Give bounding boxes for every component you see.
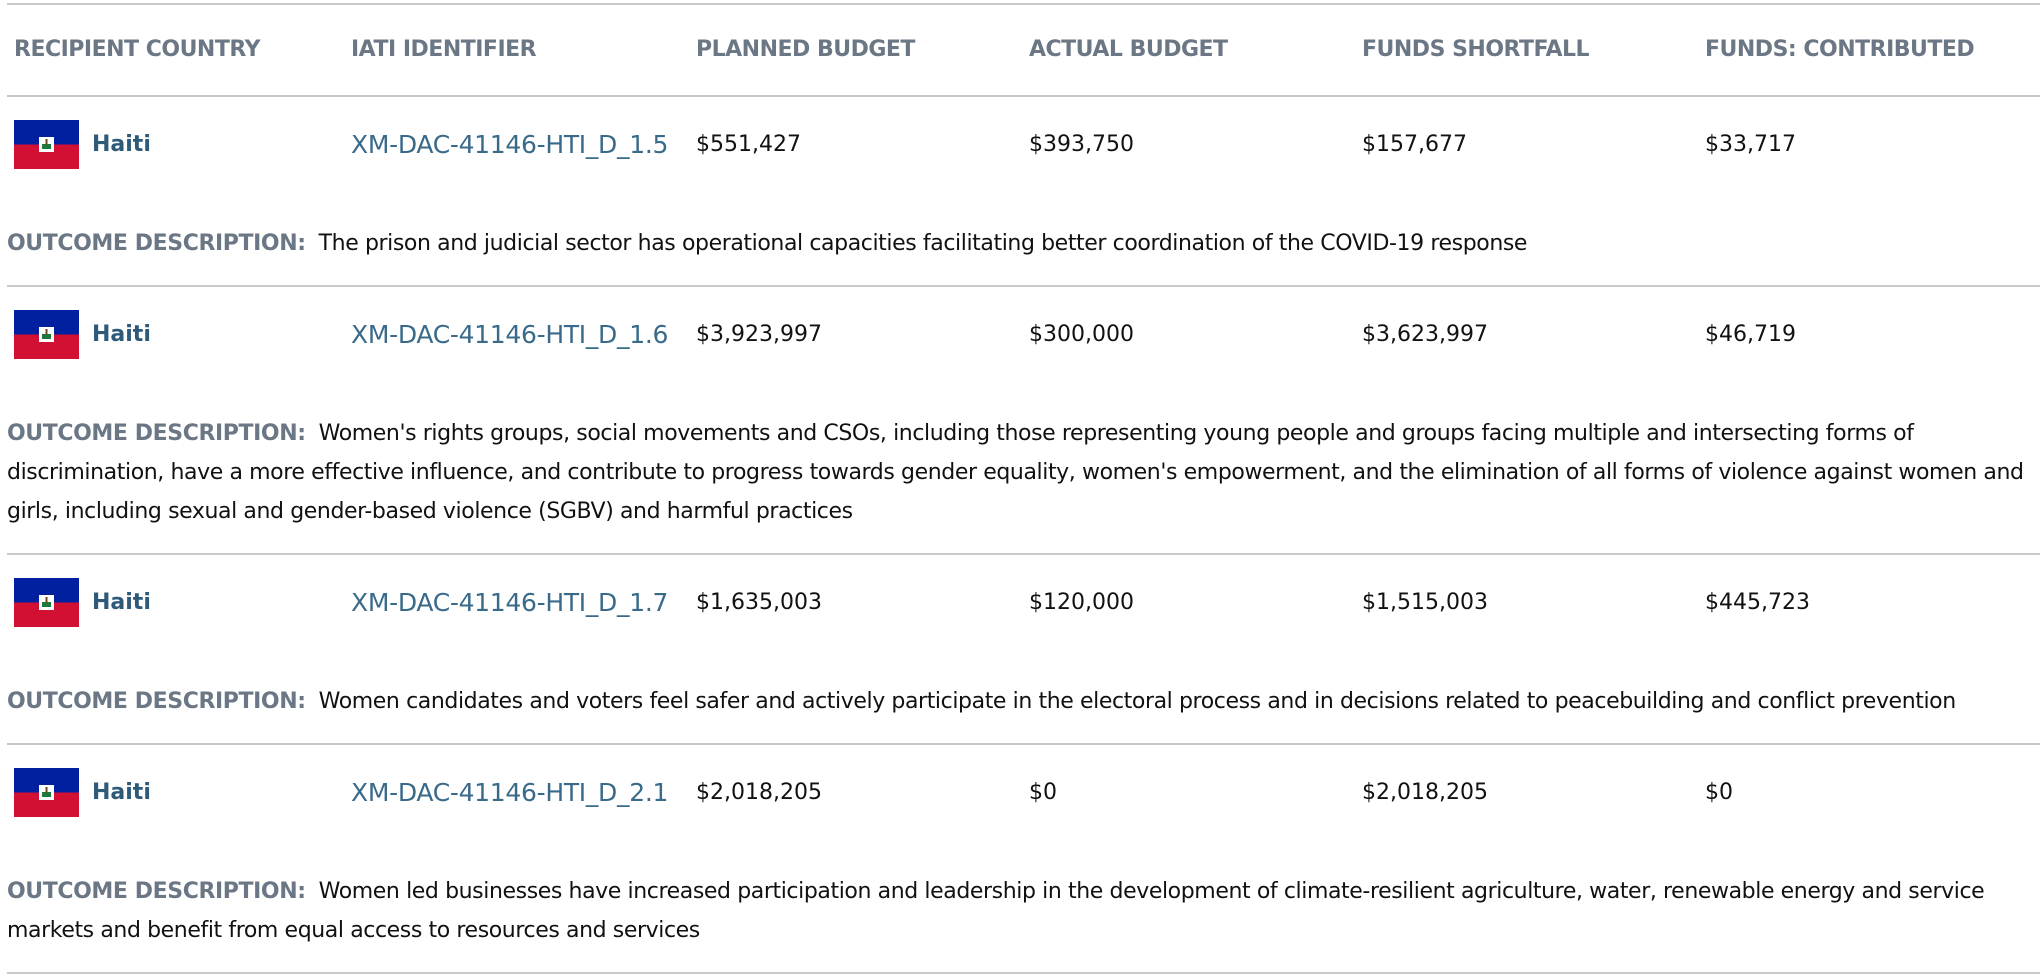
outcome-label: OUTCOME DESCRIPTION: (7, 879, 306, 904)
flag-icon (14, 120, 79, 169)
country: Haiti (92, 780, 151, 805)
flag (14, 578, 79, 627)
column-header: ACTUAL BUDGET (1029, 37, 1228, 62)
actual: $0 (1029, 780, 1057, 805)
country: Haiti (92, 132, 151, 157)
column-header: PLANNED BUDGET (696, 37, 915, 62)
country: Haiti (92, 322, 151, 347)
iati-link[interactable]: XM-DAC-41146-HTI_D_1.5 (351, 130, 669, 159)
column-header: RECIPIENT COUNTRY (14, 37, 261, 62)
flag-icon (14, 310, 79, 359)
outcome-text: Women candidates and voters feel safer a… (318, 689, 1957, 714)
contributed: $33,717 (1705, 132, 1796, 157)
column-header: IATI IDENTIFIER (351, 37, 537, 62)
flag (14, 310, 79, 359)
planned: $3,923,997 (696, 322, 822, 347)
outcome-label: OUTCOME DESCRIPTION: (7, 421, 306, 446)
country: Haiti (92, 590, 151, 615)
iati-link[interactable]: XM-DAC-41146-HTI_D_2.1 (351, 778, 669, 807)
outcome-description: OUTCOME DESCRIPTION: Women's rights group… (7, 382, 2040, 555)
outcome-description: OUTCOME DESCRIPTION: The prison and judic… (7, 192, 2040, 287)
outcome-text: The prison and judicial sector has opera… (318, 231, 1528, 256)
flag (14, 120, 79, 169)
outcome-description: OUTCOME DESCRIPTION: Women candidates and… (7, 650, 2040, 745)
actual: $393,750 (1029, 132, 1134, 157)
outcome-text: Women led businesses have increased part… (7, 879, 1985, 943)
iati-link[interactable]: XM-DAC-41146-HTI_D_1.7 (351, 588, 669, 617)
outcome-text: Women's rights groups, social movements … (7, 421, 2024, 524)
actual: $120,000 (1029, 590, 1134, 615)
flag-icon (14, 578, 79, 627)
planned: $551,427 (696, 132, 801, 157)
actual: $300,000 (1029, 322, 1134, 347)
flag (14, 768, 79, 817)
data-row: Haiti XM-DAC-41146-HTI_D_2.1 $2,018,205 $0 $… (7, 745, 2040, 840)
shortfall: $157,677 (1362, 132, 1467, 157)
contributed: $0 (1705, 780, 1733, 805)
outcome-label: OUTCOME DESCRIPTION: (7, 689, 306, 714)
shortfall: $3,623,997 (1362, 322, 1488, 347)
iati-link[interactable]: XM-DAC-41146-HTI_D_1.6 (351, 320, 669, 349)
planned: $2,018,205 (696, 780, 822, 805)
column-header: FUNDS: CONTRIBUTED (1705, 37, 1975, 62)
data-row: Haiti XM-DAC-41146-HTI_D_1.7 $1,635,003 $12… (7, 555, 2040, 650)
contributed: $445,723 (1705, 590, 1810, 615)
planned: $1,635,003 (696, 590, 822, 615)
column-header: FUNDS SHORTFALL (1362, 37, 1590, 62)
shortfall: $2,018,205 (1362, 780, 1488, 805)
contributed: $46,719 (1705, 322, 1796, 347)
data-row: Haiti XM-DAC-41146-HTI_D_1.6 $3,923,997 $30… (7, 287, 2040, 382)
flag-icon (14, 768, 79, 817)
outcome-label: OUTCOME DESCRIPTION: (7, 231, 306, 256)
outcome-description: OUTCOME DESCRIPTION: Women led businesses… (7, 840, 2040, 974)
data-row: Haiti XM-DAC-41146-HTI_D_1.5 $551,427 $393,… (7, 97, 2040, 192)
shortfall: $1,515,003 (1362, 590, 1488, 615)
table: RECIPIENT COUNTRY IATI IDENTIFIER PLANNED … (7, 3, 2040, 974)
header-row: RECIPIENT COUNTRY IATI IDENTIFIER PLANNED … (7, 5, 2040, 97)
